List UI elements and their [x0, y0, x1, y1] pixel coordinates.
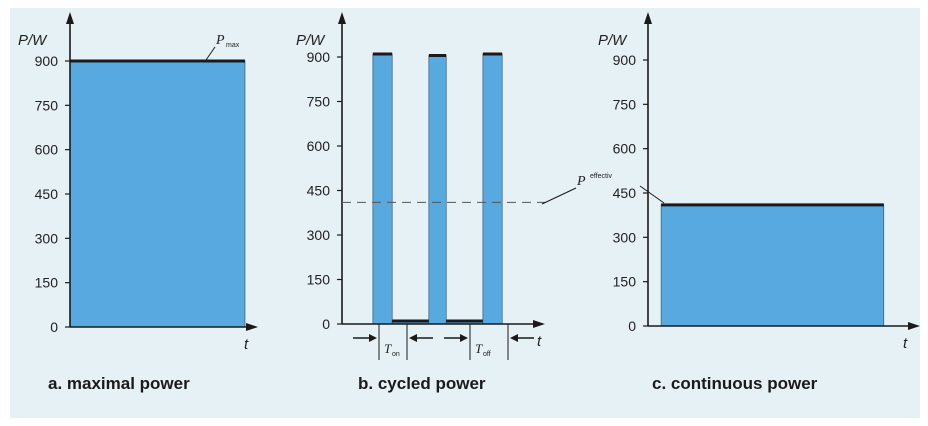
y-axis-title: P/W [296, 32, 326, 49]
t-on-arrowhead-left [369, 334, 377, 342]
y-tick-label: 750 [613, 96, 637, 112]
y-axis-arrow [338, 12, 346, 24]
y-axis-arrow [66, 12, 74, 24]
chart-caption: c. continuous power [652, 374, 818, 393]
y-tick-label: 600 [613, 141, 637, 157]
power-bar [482, 53, 503, 325]
power-bar [428, 55, 447, 325]
x-axis-title: t [244, 336, 249, 353]
x-axis-arrow [246, 323, 258, 331]
t-off-subscript: off [483, 351, 491, 358]
y-tick-label: 450 [613, 185, 637, 201]
x-axis-title: t [903, 335, 908, 352]
p-effective-label: P [576, 174, 586, 189]
y-axis-title: P/W [598, 32, 628, 49]
x-axis-arrow [908, 322, 920, 330]
t-on-subscript: on [392, 351, 400, 358]
chart-panel-1: 0 150 300 450 600 750 900 P/W t a. maximal power P… [18, 12, 258, 393]
chart-caption: a. maximal power [48, 374, 190, 393]
y-tick-label: 300 [307, 227, 331, 243]
chart-panel-3: 0 150 300 450 600 750 900 P/W t c. continuous pow… [598, 12, 920, 393]
y-tick-label: 450 [307, 183, 331, 199]
y-tick-label: 600 [307, 138, 331, 154]
p-effective-pointer-b [541, 187, 577, 205]
y-tick-label: 900 [35, 53, 59, 69]
y-tick-label: 300 [613, 229, 637, 245]
t-off-arrowhead-left [460, 334, 468, 342]
p-max-label: P [215, 33, 225, 48]
y-tick-label: 900 [307, 49, 331, 65]
power-bar [660, 204, 885, 327]
x-axis-title: t [537, 333, 542, 350]
y-tick-label: 750 [307, 94, 331, 110]
p-effective-pointer-c [639, 185, 665, 204]
y-tick-label: 150 [35, 275, 59, 291]
y-tick-label: 900 [613, 52, 637, 68]
y-axis-title: P/W [18, 32, 48, 49]
y-tick-label: 0 [50, 319, 58, 335]
t-on-label: T [384, 341, 392, 356]
y-tick-label: 300 [35, 230, 59, 246]
y-tick-label: 450 [35, 186, 59, 202]
y-tick-label: 600 [35, 142, 59, 158]
p-effective-subscript: effectiv [590, 173, 613, 180]
y-tick-label: 0 [628, 318, 636, 334]
chart-caption: b. cycled power [358, 374, 486, 393]
power-bar [372, 53, 393, 325]
power-bar [69, 60, 246, 328]
y-axis-arrow [644, 12, 652, 24]
t-off-label: T [475, 341, 483, 356]
x-axis-arrow [533, 320, 545, 328]
p-max-pointer [205, 46, 216, 61]
y-tick-label: 150 [307, 272, 331, 288]
t-off-arrowhead-right [510, 334, 518, 342]
p-max-subscript: max [226, 42, 240, 49]
t-on-arrowhead-right [409, 334, 417, 342]
y-tick-label: 150 [613, 274, 637, 290]
y-tick-label: 0 [322, 316, 330, 332]
y-tick-label: 750 [35, 97, 59, 113]
